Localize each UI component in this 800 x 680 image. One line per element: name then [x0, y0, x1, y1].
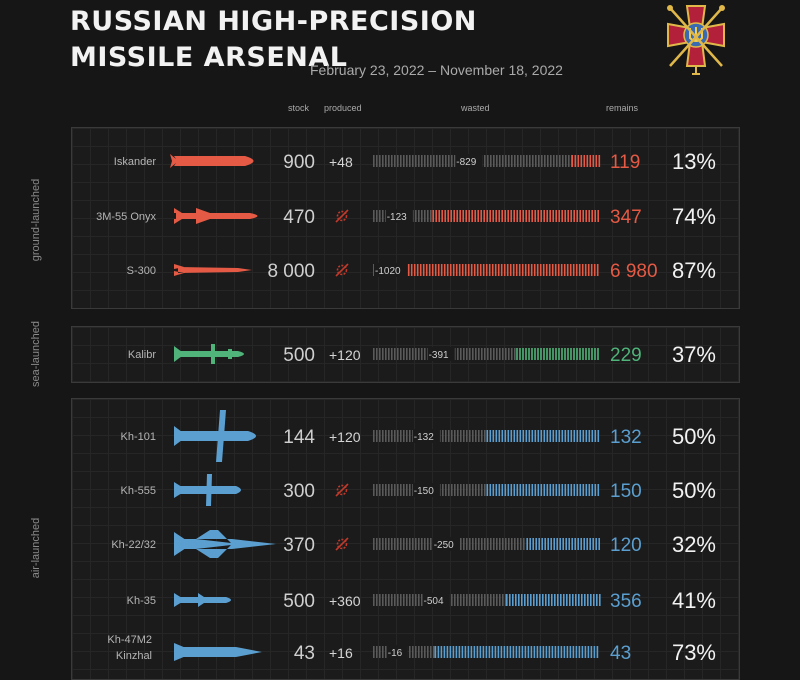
wasted-label-bg	[427, 347, 455, 361]
stock-value: 370	[283, 535, 315, 556]
remains-percent: 50%	[672, 478, 716, 503]
wasted-label-bg	[455, 154, 483, 168]
3m-55-onyx-missile-icon	[174, 208, 258, 224]
wasted-label-bg	[412, 483, 440, 497]
remains-percent: 13%	[672, 149, 716, 174]
column-header-remains: remains	[606, 103, 639, 113]
produced-unknown-icon	[335, 537, 349, 551]
remains-percent: 50%	[672, 424, 716, 449]
wasted-label-bg	[386, 645, 408, 659]
remains-value: 347	[610, 207, 642, 228]
missile-name: Kh-22/32	[111, 539, 156, 551]
remains-bar	[486, 430, 600, 442]
missile-name: Kh-47M2	[107, 634, 152, 646]
stock-value: 43	[294, 643, 315, 664]
missile-name: Kh-555	[121, 485, 156, 497]
missile-name: Kh-35	[127, 595, 156, 607]
wasted-label-bg	[412, 429, 440, 443]
stock-value: 8 000	[267, 261, 315, 282]
remains-bar	[486, 484, 600, 496]
wasted-value: -829	[456, 157, 476, 168]
kalibr-missile-icon	[174, 344, 244, 364]
produced-value: +16	[329, 645, 353, 661]
kh-101-missile-icon	[174, 410, 256, 462]
stock-value: 300	[283, 481, 315, 502]
wasted-value: -16	[388, 648, 403, 659]
remains-value: 120	[610, 535, 642, 556]
remains-percent: 74%	[672, 204, 716, 229]
produced-unknown-icon	[335, 209, 349, 223]
kh-555-missile-icon	[174, 474, 241, 506]
missile-name: Kh-101	[121, 431, 156, 443]
missile-name: S-300	[127, 265, 156, 277]
wasted-value: -123	[387, 212, 407, 223]
stock-value: 500	[283, 345, 315, 366]
remains-value: 6 980	[610, 261, 658, 282]
remains-percent: 32%	[672, 532, 716, 557]
remains-bar	[434, 646, 599, 658]
page-title: RUSSIAN HIGH-PRECISION MISSILE ARSENAL	[70, 4, 477, 76]
produced-unknown-icon	[335, 483, 349, 497]
wasted-value: -391	[429, 350, 449, 361]
remains-bar	[571, 155, 601, 167]
remains-percent: 87%	[672, 258, 716, 283]
missile-name: 3M-55 Onyx	[96, 211, 156, 223]
remains-bar	[401, 264, 599, 276]
stock-value: 144	[283, 427, 315, 448]
remains-value: 119	[610, 152, 640, 173]
column-header-wasted: wasted	[461, 103, 490, 113]
wasted-value: -150	[414, 486, 434, 497]
remains-value: 356	[610, 591, 642, 612]
kh-47m2-kinzhal-missile-icon	[174, 643, 262, 661]
s-300-missile-icon	[174, 264, 252, 276]
wasted-value: -504	[424, 596, 444, 607]
remains-value: 43	[610, 643, 631, 664]
produced-unknown-icon	[335, 263, 349, 277]
produced-value: +48	[329, 154, 353, 170]
iskander-missile-icon	[170, 154, 254, 168]
wasted-value: -132	[414, 432, 434, 443]
missile-name: Kinzhal	[116, 650, 152, 662]
stock-value: 470	[283, 207, 315, 228]
produced-value: +120	[329, 429, 361, 445]
remains-percent: 41%	[672, 588, 716, 613]
produced-value: +120	[329, 347, 361, 363]
remains-value: 132	[610, 427, 642, 448]
remains-bar	[516, 348, 599, 360]
remains-percent: 37%	[672, 342, 716, 367]
column-header-stock: stock	[288, 103, 310, 113]
wasted-label-bg	[422, 593, 450, 607]
ukraine-armed-forces-emblem-icon	[667, 5, 725, 75]
kh-35-missile-icon	[174, 593, 231, 607]
missile-name: Iskander	[114, 156, 157, 168]
produced-value: +360	[329, 593, 361, 609]
column-header-produced: produced	[324, 103, 362, 113]
title-line-1: RUSSIAN HIGH-PRECISION	[70, 6, 477, 37]
stock-value: 900	[283, 152, 315, 173]
title-line-2: MISSILE ARSENAL	[70, 42, 348, 73]
wasted-label-bg	[385, 209, 413, 223]
missile-name: Kalibr	[128, 349, 156, 361]
remains-bar	[506, 594, 601, 606]
kh-22-32-missile-icon	[174, 530, 276, 558]
date-range: February 23, 2022 – November 18, 2022	[310, 62, 563, 78]
wasted-label-bg	[432, 537, 460, 551]
remains-value: 229	[610, 345, 642, 366]
wasted-value: -250	[434, 540, 454, 551]
remains-value: 150	[610, 481, 642, 502]
remains-bar	[432, 210, 599, 222]
wasted-label-bg	[374, 263, 408, 277]
remains-percent: 73%	[672, 640, 716, 665]
stock-value: 500	[283, 591, 315, 612]
wasted-value: -1020	[375, 266, 401, 277]
remains-bar	[526, 538, 600, 550]
